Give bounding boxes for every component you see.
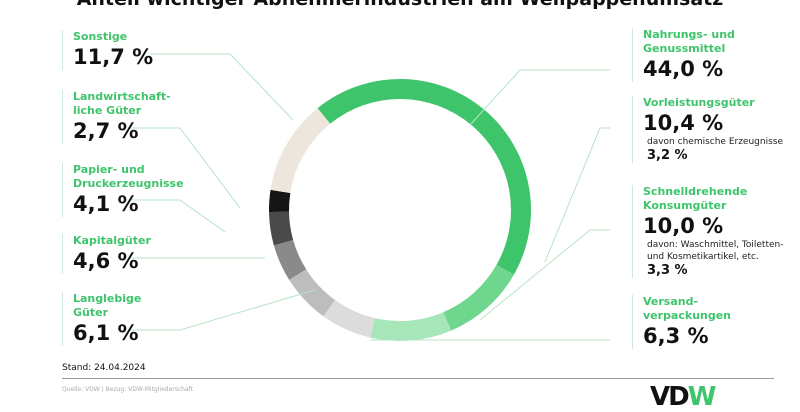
slice-name: Landwirtschaft-liche Güter (73, 90, 171, 117)
slice-name: Schnelldrehende Konsumgüter (643, 185, 748, 212)
donut-slice (269, 189, 291, 213)
slice-name: Sonstige (73, 30, 128, 43)
slice-value: 10,0 % (643, 214, 724, 238)
slice-name: Vorleistungsgüter (643, 96, 755, 109)
source-note: Quelle: VDW | Bezug: VDW-Mitgliederschaf… (62, 386, 194, 393)
slice-value: 4,6 % (73, 249, 139, 273)
slice-value: 11,7 % (73, 45, 154, 69)
slice-name: Versand-verpackungen (643, 295, 732, 322)
slice-note: davon: Waschmittel, Toiletten- und Kosme… (647, 240, 784, 262)
leader-line (150, 53, 294, 121)
leader-line (544, 127, 610, 263)
slice-note-value: 3,3 % (647, 263, 688, 278)
leader-line (130, 127, 241, 209)
donut-slice (370, 312, 452, 342)
label-versand: Versand-verpackungen 6,3 % (632, 295, 733, 349)
slice-name: Nahrungs- und Genussmittel (643, 28, 735, 55)
slice-value: 10,4 % (643, 111, 724, 135)
logo-part: VD (650, 382, 690, 412)
leader-line (469, 69, 610, 126)
label-kapital: Kapitalgüter 4,6 % (62, 234, 151, 274)
leader-line (479, 229, 610, 321)
donut-chart (130, 53, 610, 342)
donut-slice (443, 264, 514, 331)
chart-title: Anteil wichtiger Abnehmerindustrien am W… (0, 0, 800, 10)
slice-name: Kapitalgüter (73, 234, 151, 247)
donut-slice (317, 78, 532, 275)
label-landwirtschaft: Landwirtschaft-liche Güter 2,7 % (62, 90, 171, 144)
donut-slice (269, 211, 294, 246)
slice-value: 2,7 % (73, 119, 139, 143)
logo-part: W (687, 382, 717, 412)
slice-note-value: 3,2 % (647, 148, 688, 163)
label-vorleistung: Vorleistungsgüter 10,4 % davon chemische… (632, 96, 800, 163)
donut-slice (270, 108, 331, 193)
slice-name: Langlebige Güter (73, 292, 142, 319)
slice-note: davon chemische Erzeugnisse (647, 137, 784, 147)
label-sonstige: Sonstige 11,7 % (62, 30, 153, 70)
vdw-logo: VDW (650, 382, 717, 412)
label-langlebige: Langlebige Güter 6,1 % (62, 292, 143, 346)
label-schnelldrehend: Schnelldrehende Konsumgüter 10,0 % davon… (632, 185, 800, 278)
slice-value: 6,3 % (643, 324, 709, 348)
divider (62, 378, 774, 379)
slice-value: 4,1 % (73, 192, 139, 216)
donut-slice (289, 269, 336, 317)
slice-value: 6,1 % (73, 321, 139, 345)
stand-date: Stand: 24.04.2024 (62, 363, 146, 373)
donut-slice (273, 239, 307, 280)
slice-name: Papier- und Druckerzeugnisse (73, 163, 184, 190)
label-nahrung: Nahrungs- und Genussmittel 44,0 % (632, 28, 753, 82)
leader-line (130, 199, 226, 233)
donut-slice (323, 300, 375, 338)
label-papier: Papier- und Druckerzeugnisse 4,1 % (62, 163, 184, 217)
slice-value: 44,0 % (643, 57, 724, 81)
leader-line (130, 289, 316, 331)
